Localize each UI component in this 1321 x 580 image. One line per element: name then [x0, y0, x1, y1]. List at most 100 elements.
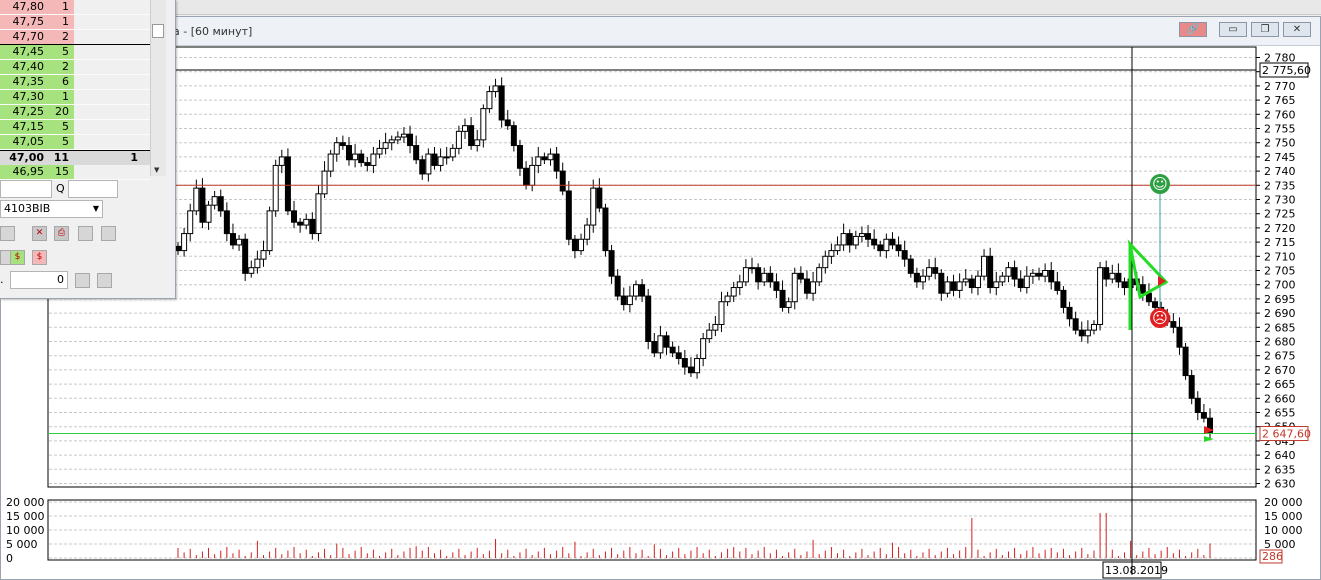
scrollbar-thumb[interactable] — [152, 24, 164, 38]
candle-body — [681, 358, 688, 368]
order-book-panel: 47,80 1 47,75 1 47,70 2 47,45 5 47,40 2 47,35 6 47,3… — [0, 0, 176, 299]
order-book-row[interactable]: 47,45 5 — [0, 45, 150, 60]
y-tick-label: 2 745 — [1264, 151, 1296, 164]
restore-button[interactable]: ❐ — [1251, 22, 1279, 37]
candle-body — [516, 145, 523, 169]
candle-body — [608, 250, 615, 277]
candle-body — [559, 170, 566, 192]
order-book-scrollbar[interactable]: ▼ — [150, 0, 166, 176]
print-icon[interactable]: ⎙ — [54, 226, 69, 241]
candle-body — [1078, 329, 1085, 337]
order-book-row[interactable]: 47,40 2 — [0, 60, 150, 75]
price-input[interactable] — [0, 180, 52, 198]
candle-body — [987, 255, 994, 289]
candle-body — [1048, 270, 1055, 283]
tool-button[interactable] — [101, 226, 116, 241]
candle-body — [565, 190, 572, 240]
candle-body — [901, 250, 908, 260]
candle-body — [468, 125, 475, 147]
order-book-row[interactable]: 46,95 15 — [0, 165, 150, 180]
own-orders-cell: 1 — [74, 150, 150, 165]
candle-body — [767, 272, 774, 283]
order-book-row[interactable]: 47,00 11 1 — [0, 150, 150, 165]
candle-body — [742, 267, 749, 283]
candle-body — [578, 238, 585, 252]
y-tick-label: 2 705 — [1264, 265, 1296, 278]
candle-body — [773, 281, 780, 291]
quantity-cell: 1 — [44, 0, 74, 14]
close-button[interactable]: ✕ — [1283, 22, 1311, 37]
volume-bars — [177, 513, 1211, 558]
candle-body — [932, 267, 939, 274]
candle-body — [1109, 272, 1116, 280]
account-select[interactable]: 4103BIB ▼ — [0, 200, 103, 218]
candle-body — [187, 210, 194, 235]
order-book-row[interactable]: 47,25 20 — [0, 105, 150, 120]
candle-body — [352, 153, 359, 161]
order-book-row[interactable]: 47,80 1 — [0, 0, 150, 15]
candle-body — [797, 272, 804, 280]
candle-body — [303, 218, 310, 226]
price-cell: 47,80 — [0, 0, 44, 14]
candle-body — [291, 210, 298, 223]
tool-button[interactable] — [75, 273, 90, 288]
order-quantity-field[interactable]: 0 — [10, 271, 68, 289]
quantity-prefix: . — [0, 273, 4, 286]
sell-icon[interactable]: $ — [32, 250, 47, 265]
cancel-orders-icon[interactable]: ✕ — [32, 226, 47, 241]
candle-body — [669, 346, 676, 354]
quantity-input[interactable] — [68, 180, 118, 198]
candle-body — [254, 258, 261, 269]
candle-body — [425, 153, 432, 175]
link-icon: 🔗 — [1186, 24, 1200, 35]
candle-body — [596, 187, 603, 209]
candle-body — [700, 338, 707, 360]
order-book-row[interactable]: 47,30 1 — [0, 90, 150, 105]
candle-body — [657, 335, 664, 354]
candle-body — [981, 255, 988, 277]
buy-icon[interactable]: $ — [10, 250, 25, 265]
quantity-cell: 1 — [44, 15, 74, 29]
volume-tick-label-right: 15 000 — [1264, 510, 1303, 523]
candle-body — [620, 295, 627, 306]
tool-button[interactable] — [97, 273, 112, 288]
order-book-row[interactable]: 47,70 2 — [0, 30, 150, 45]
candle-body — [431, 153, 438, 166]
price-pane[interactable] — [47, 46, 1257, 488]
candle-body — [510, 125, 517, 147]
candle-body — [706, 329, 713, 340]
candle-body — [217, 196, 224, 212]
candle-body — [1176, 326, 1183, 348]
candle-body — [938, 272, 945, 294]
candle-body — [712, 323, 719, 331]
tool-button[interactable] — [78, 226, 93, 241]
candle-body — [858, 233, 865, 237]
y-tick-label: 2 720 — [1264, 222, 1296, 235]
price-cell: 47,35 — [0, 75, 44, 89]
candle-body — [675, 352, 682, 360]
candle-body — [1011, 267, 1018, 280]
candle-body — [400, 133, 407, 138]
order-book-row[interactable]: 47,15 5 — [0, 120, 150, 135]
order-book-row[interactable]: 47,75 1 — [0, 15, 150, 30]
volume-tick-label-left: 20 000 — [6, 496, 45, 509]
y-tick-label: 2 755 — [1264, 123, 1296, 136]
candle-body — [724, 295, 731, 303]
y-tick-label: 2 750 — [1264, 137, 1296, 150]
candle-body — [919, 275, 926, 283]
volume-grid — [49, 501, 1255, 559]
candle-body — [590, 187, 597, 226]
candle-body — [645, 295, 652, 342]
y-tick-label: 2 715 — [1264, 236, 1296, 249]
order-book-row[interactable]: 47,05 5 — [0, 135, 150, 150]
application-top-bar — [0, 0, 1321, 15]
order-book-row[interactable]: 47,35 6 — [0, 75, 150, 90]
tool-button[interactable] — [0, 226, 15, 241]
candle-body — [571, 238, 578, 252]
scroll-down-icon[interactable]: ▼ — [154, 166, 160, 174]
candle-body — [1029, 272, 1036, 277]
minimize-button[interactable]: ▭ — [1219, 22, 1247, 37]
link-button[interactable]: 🔗 — [1179, 22, 1207, 37]
candle-body — [1072, 318, 1079, 331]
